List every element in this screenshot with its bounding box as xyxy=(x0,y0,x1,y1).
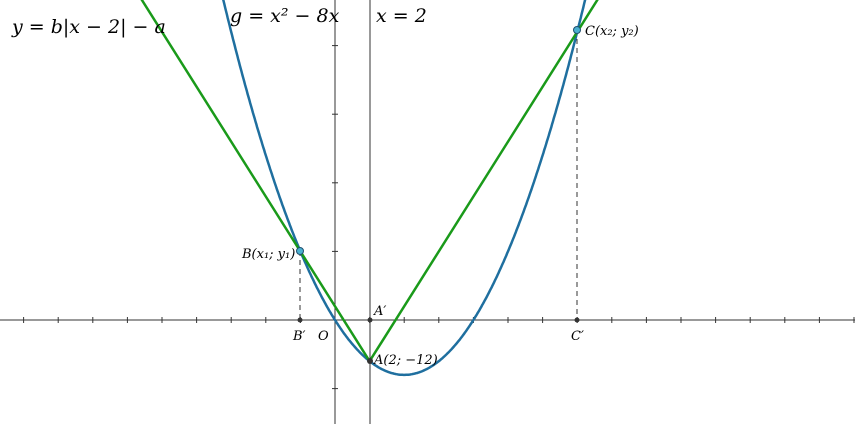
point-a-prime xyxy=(367,317,373,323)
point-a-label: A(2; −12) xyxy=(373,353,438,368)
point-a-prime-label: A′ xyxy=(373,304,386,319)
point-a xyxy=(367,358,373,364)
ticks xyxy=(23,45,855,390)
point-c xyxy=(573,26,581,34)
point-b-prime xyxy=(297,317,303,323)
vertical-line-equation: x = 2 xyxy=(376,5,427,27)
parabola-equation: g = x² − 8x xyxy=(230,5,340,27)
line-equation: y = b|x − 2| − a xyxy=(11,16,166,38)
point-b-label: B(x₁; y₁) xyxy=(241,247,295,262)
point-c-prime-label: C′ xyxy=(571,329,584,344)
parabola xyxy=(222,0,587,377)
points xyxy=(296,26,581,364)
point-c-prime xyxy=(574,317,580,323)
point-b-prime-label: B′ xyxy=(292,329,306,344)
point-c-label: C(x₂; y₂) xyxy=(585,24,639,39)
origin-label: O xyxy=(318,329,329,344)
point-b xyxy=(296,247,304,255)
